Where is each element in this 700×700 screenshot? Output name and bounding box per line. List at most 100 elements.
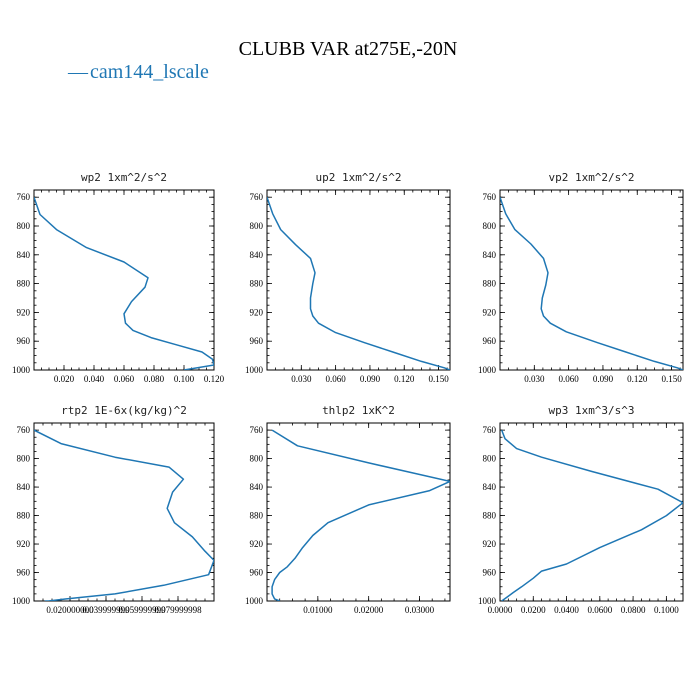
x-tick-label: 0.01000	[303, 605, 333, 615]
y-tick-label: 840	[17, 250, 31, 260]
x-tick-label: 0.03000	[405, 605, 435, 615]
x-tick-label: 0.150	[661, 374, 682, 384]
x-tick-label: 0.100	[174, 374, 195, 384]
plot-frame	[266, 189, 451, 371]
plot-frame	[499, 422, 684, 602]
x-tick-label: 0.02000	[354, 605, 384, 615]
y-tick-label: 1000	[12, 596, 31, 606]
x-tick-label: 0.060	[326, 374, 347, 384]
y-tick-label: 960	[250, 336, 264, 346]
y-tick-label: 1000	[12, 365, 31, 375]
y-tick-label: 800	[250, 454, 264, 464]
plot-frame	[33, 422, 215, 602]
y-tick-label: 800	[483, 454, 497, 464]
y-tick-label: 1000	[478, 365, 497, 375]
panel-1: wp2 1xm^2/s^2 760 800 840 880 920 960 1000 0.020…	[12, 171, 225, 384]
series-line	[34, 429, 214, 601]
plot-frame	[266, 422, 451, 602]
panels: wp2 1xm^2/s^2 760 800 840 880 920 960 1000 0.020…	[12, 171, 684, 615]
panel-5: thlp2 1xK^2 760 800 840 880 920 960 1000 0.01000…	[245, 404, 451, 615]
y-tick-label: 880	[483, 279, 497, 289]
x-tick-label: 0.079999998	[154, 605, 202, 615]
x-tick-label: 0.1000	[654, 605, 679, 615]
x-tick-label: 0.0800	[621, 605, 646, 615]
x-tick-label: 0.060	[114, 374, 135, 384]
series-line	[500, 429, 683, 601]
y-tick-label: 960	[250, 568, 264, 578]
panel-2: up2 1xm^2/s^2 760 800 840 880 920 960 1000 0.030…	[245, 171, 451, 384]
x-tick-label: 0.059999999	[118, 605, 166, 615]
y-tick-label: 800	[250, 221, 264, 231]
y-tick-label: 880	[483, 511, 497, 521]
y-tick-label: 760	[250, 192, 264, 202]
series-line	[34, 196, 214, 370]
plot-frame	[33, 189, 215, 371]
x-tick-label: 0.030	[291, 374, 312, 384]
x-tick-label: 0.0600	[587, 605, 612, 615]
y-tick-label: 760	[17, 192, 31, 202]
y-tick-label: 960	[17, 568, 31, 578]
y-tick-label: 800	[17, 454, 31, 464]
y-tick-label: 880	[17, 511, 31, 521]
y-tick-label: 840	[250, 482, 264, 492]
x-tick-label: 0.0400	[554, 605, 579, 615]
y-tick-label: 840	[483, 250, 497, 260]
series-line	[500, 196, 683, 370]
panel-title: wp3 1xm^3/s^3	[548, 404, 634, 417]
y-tick-label: 960	[483, 336, 497, 346]
panel-4: rtp2 1E-6x(kg/kg)^2 760 800 840 880 920 960 100…	[12, 404, 215, 615]
y-tick-label: 960	[17, 336, 31, 346]
y-tick-label: 880	[17, 279, 31, 289]
panel-title: thlp2 1xK^2	[322, 404, 395, 417]
y-tick-label: 840	[17, 482, 31, 492]
panel-title: rtp2 1E-6x(kg/kg)^2	[61, 404, 187, 417]
panel-title: up2 1xm^2/s^2	[315, 171, 401, 184]
y-tick-label: 920	[483, 307, 497, 317]
x-tick-label: 0.120	[627, 374, 648, 384]
y-tick-label: 1000	[245, 365, 264, 375]
y-tick-label: 840	[483, 482, 497, 492]
x-tick-label: 0.150	[428, 374, 449, 384]
x-tick-label: 0.039999999	[82, 605, 130, 615]
x-tick-label: 0.060	[559, 374, 580, 384]
panel-6: wp3 1xm^3/s^3 760 800 840 880 920 960 10000.000…	[478, 404, 684, 615]
x-tick-label: 0.040	[84, 374, 105, 384]
y-tick-label: 840	[250, 250, 264, 260]
x-tick-label: 0.030	[524, 374, 545, 384]
y-tick-label: 880	[250, 511, 264, 521]
y-tick-label: 800	[483, 221, 497, 231]
x-tick-label: 0.0000	[488, 605, 513, 615]
y-tick-label: 1000	[245, 596, 264, 606]
plot-frame	[499, 189, 684, 371]
x-tick-label: 0.120	[394, 374, 415, 384]
series-line	[271, 429, 450, 601]
y-tick-label: 880	[250, 279, 264, 289]
y-tick-label: 760	[483, 192, 497, 202]
y-tick-label: 1000	[478, 596, 497, 606]
x-tick-label: 0.090	[593, 374, 614, 384]
y-tick-label: 920	[250, 539, 264, 549]
legend: — cam144_lscale	[67, 61, 209, 83]
panel-3: vp2 1xm^2/s^2 760 800 840 880 920 960 1000 0.030…	[478, 171, 684, 384]
y-tick-label: 800	[17, 221, 31, 231]
y-tick-label: 960	[483, 568, 497, 578]
x-tick-label: 0.020	[54, 374, 75, 384]
y-tick-label: 920	[483, 539, 497, 549]
legend-label: cam144_lscale	[90, 61, 209, 83]
x-tick-label: 0.080	[144, 374, 165, 384]
panel-title: wp2 1xm^2/s^2	[81, 171, 167, 184]
x-tick-label: 0.020000000	[46, 605, 94, 615]
x-tick-label: 0.090	[360, 374, 381, 384]
series-line	[267, 196, 450, 370]
legend-marker: —	[67, 61, 89, 83]
y-tick-label: 760	[250, 425, 264, 435]
x-tick-label: 0.120	[204, 374, 225, 384]
panel-title: vp2 1xm^2/s^2	[548, 171, 634, 184]
y-tick-label: 920	[250, 307, 264, 317]
y-tick-label: 760	[17, 425, 31, 435]
y-tick-label: 760	[483, 425, 497, 435]
figure-title: CLUBB VAR at275E,-20N	[239, 38, 458, 60]
x-tick-label: 0.0200	[521, 605, 546, 615]
y-tick-label: 920	[17, 307, 31, 317]
